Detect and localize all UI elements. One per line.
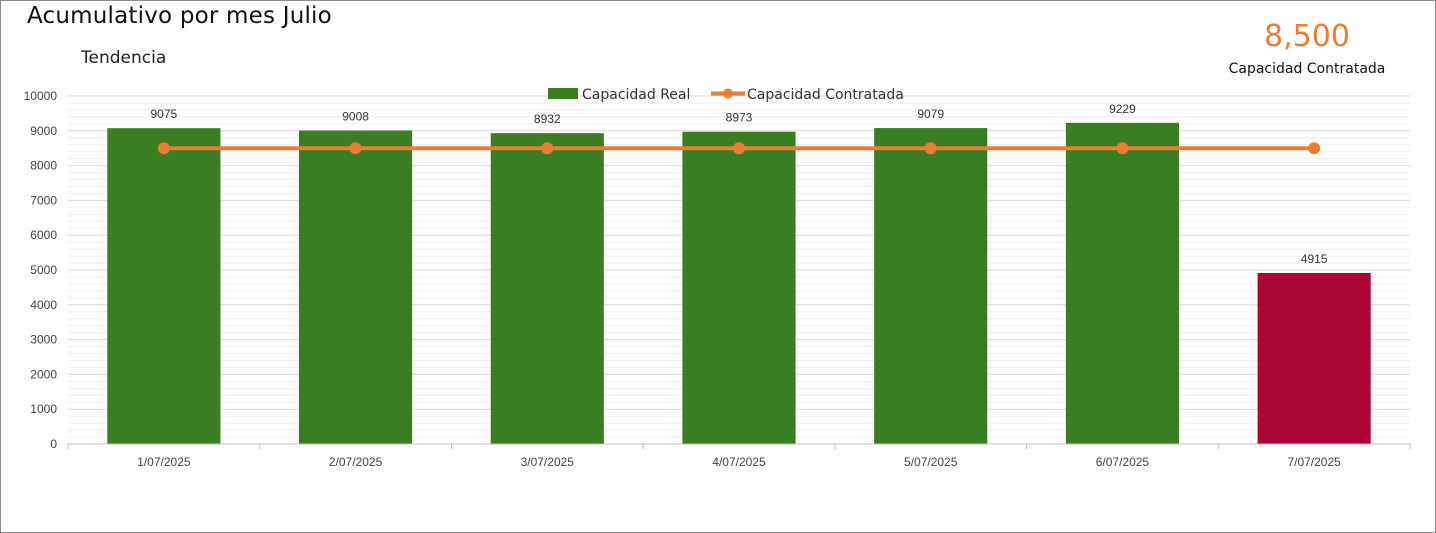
bar-data-label: 9229 [1109,102,1136,116]
legend-label-bar: Capacidad Real [582,87,690,103]
line-marker [924,142,937,155]
legend-swatch-bar [548,88,578,99]
y-tick-label: 2000 [30,367,57,381]
minor-gridlines [68,102,1410,438]
x-tick-label: 4/07/2025 [712,455,766,469]
bar-data-label: 4915 [1301,252,1328,266]
line-marker [1308,142,1321,155]
x-tick-label: 2/07/2025 [329,455,383,469]
y-tick-label: 10000 [24,89,58,103]
y-tick-label: 8000 [30,159,57,173]
kpi-value: 8,500 [1264,19,1350,54]
x-tick-label: 1/07/2025 [137,455,191,469]
y-tick-label: 5000 [30,263,57,277]
y-tick-label: 4000 [30,298,57,312]
y-tick-label: 6000 [30,228,57,242]
bar [299,130,413,444]
legend-label-line: Capacidad Contratada [747,87,904,103]
line-series [157,142,1321,155]
chart-title: Acumulativo por mes Julio [27,3,332,29]
bar-data-labels: 9075 9008 8932 8973 9079 9229 4915 [151,102,1328,266]
line-marker [541,142,554,155]
bar-series [107,122,1371,445]
bar [107,128,221,444]
legend: Capacidad Real Capacidad Contratada [548,87,904,103]
legend-swatch-line-marker [723,88,733,99]
x-tick-label: 6/07/2025 [1096,455,1150,469]
y-tick-label: 3000 [30,333,57,347]
bar-data-label: 8973 [726,111,753,125]
kpi-label: Capacidad Contratada [1228,61,1386,77]
bar-data-label: 9079 [917,107,944,121]
chart-subtitle: Tendencia [81,48,167,68]
x-axis: 1/07/2025 2/07/2025 3/07/2025 4/07/2025 5/07… [67,443,1411,469]
bar-data-label: 9075 [151,107,178,121]
y-tick-label: 7000 [30,193,57,207]
line-marker [733,142,745,155]
bar-data-label: 9008 [342,110,369,124]
y-tick-label: 0 [50,437,57,451]
x-tick-label: 7/07/2025 [1287,455,1341,469]
y-tick-label: 1000 [30,402,57,416]
line-marker [1116,142,1129,155]
x-tick-label: 5/07/2025 [904,455,958,469]
line-marker [349,142,362,155]
bar [874,128,988,445]
bar [1257,272,1371,444]
y-axis: 0 1000 2000 3000 4000 5000 6000 7000 8000 9000 100… [24,89,58,451]
bar-data-label: 8932 [534,112,561,126]
bar [490,133,604,445]
line-marker [157,142,170,155]
y-tick-label: 9000 [30,124,57,138]
bar [682,131,796,444]
x-tick-label: 3/07/2025 [521,455,575,469]
bar [1065,122,1179,444]
